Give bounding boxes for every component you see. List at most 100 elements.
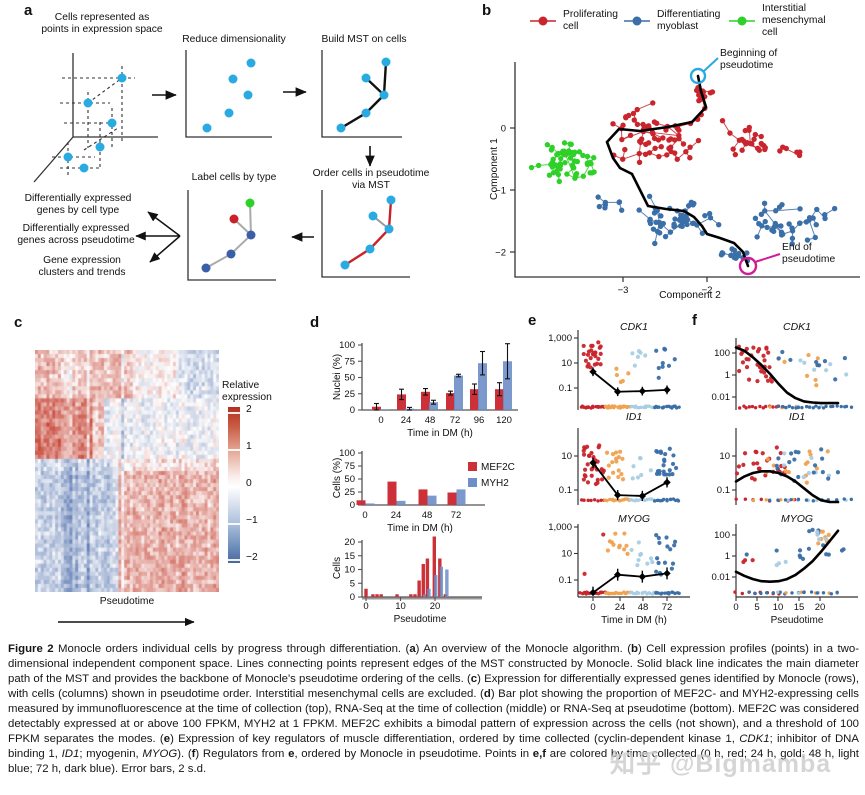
scatter-point (775, 466, 780, 471)
gene-title: ID1 (626, 411, 642, 423)
scatter-point (625, 551, 630, 556)
rug-point (849, 497, 854, 502)
bar-red (470, 389, 479, 410)
tick-label: 20 (344, 537, 355, 548)
scatter-point (751, 461, 756, 466)
cell-point (773, 222, 780, 229)
scatter-point (820, 456, 825, 461)
legend-swatch-myh2 (468, 478, 477, 487)
gene-title: MYOG (618, 513, 650, 525)
scatter-point (636, 540, 641, 545)
labeled-edges (205, 202, 253, 269)
scatter-point (757, 466, 762, 471)
scatter-point (751, 345, 756, 350)
tick-label: 10 (561, 451, 572, 462)
caption-segment: ID1 (61, 747, 80, 760)
tick-label: 10 (344, 565, 355, 576)
cell-point (756, 147, 762, 153)
watermark: 知乎 @Bigmamba (610, 750, 832, 778)
scatter-point (792, 457, 797, 462)
bar-blue (365, 503, 375, 505)
rug-point (589, 498, 593, 503)
ordered-points (340, 195, 396, 270)
scatter-point (781, 463, 787, 468)
heatmap-x-label: Pseudotime (99, 596, 155, 607)
scatter-point (769, 379, 774, 384)
step-order-label: Order cells in pseudotime via MST (312, 168, 430, 192)
scatter-point (657, 540, 662, 545)
tick-label: 1 (725, 551, 730, 562)
cell-point-layer (528, 85, 838, 264)
scatter-point (654, 569, 659, 574)
scatter-point (656, 375, 661, 380)
plot-axes (514, 62, 860, 278)
colorbar-tick-label: 1 (246, 441, 252, 452)
scatter-point (656, 535, 661, 541)
scatter-point (618, 379, 623, 385)
tick-label: 0 (590, 602, 595, 613)
annotation-end: End of pseudotime (782, 242, 836, 266)
panel-c: c Relative expression Pseudotime 2 1 0 −1 −2 (0, 310, 300, 640)
trend-line (592, 462, 668, 497)
rug-point (613, 404, 617, 408)
tick-label: 72 (451, 510, 462, 521)
panel-d-label: d (310, 314, 320, 331)
bar-red (356, 500, 366, 505)
rug-point (807, 405, 812, 409)
caption-segment: ) An overview of the Monocle algorithm. … (415, 643, 632, 655)
cell-point (758, 133, 764, 140)
scatter-point (815, 356, 820, 361)
tick-label: 1,000 (548, 333, 572, 344)
scatter-point (588, 356, 593, 361)
mst-edge (643, 131, 679, 137)
mst-edge (764, 210, 782, 233)
scatter-point (670, 472, 675, 477)
scatter-point (742, 558, 748, 563)
scatter-point (757, 347, 762, 352)
scatter-point (744, 357, 749, 362)
rug-point (771, 405, 775, 409)
scatter-point (583, 358, 589, 363)
step-label-label: Label cells by type (191, 172, 277, 183)
rug-point (734, 497, 738, 501)
tick-label: 120 (496, 415, 512, 426)
scatter-point (673, 465, 679, 471)
cell-point (546, 172, 553, 178)
scatter-point (586, 349, 592, 354)
scatter-point (671, 453, 676, 458)
cell-point (679, 212, 685, 219)
scatter-point (595, 477, 600, 483)
rug-point (660, 591, 664, 595)
scatter-point (842, 355, 847, 361)
scatter-point (635, 354, 641, 360)
pseudotime-edges (344, 199, 393, 267)
tick-label: 100 (339, 448, 355, 459)
output-clusters: Gene expression clusters and trends (38, 255, 126, 279)
scatter-point (586, 362, 591, 367)
cell-point (560, 151, 567, 158)
rug-point (790, 405, 795, 410)
tick-label: 100 (339, 340, 355, 351)
tick-label: 75 (344, 356, 355, 367)
scatter-point (765, 378, 771, 383)
cell-point (732, 151, 739, 158)
scatter-point (806, 546, 812, 551)
cell-point (762, 144, 768, 151)
scatter-point (582, 467, 588, 472)
cell-point (554, 151, 560, 158)
cell-point (595, 194, 601, 200)
hist-bar-red (409, 594, 413, 597)
bar-red (387, 481, 397, 505)
scatter-point (581, 351, 586, 357)
output-genes-by-type: Differentially expressed genes by cell t… (24, 193, 132, 217)
scatter-point (668, 547, 673, 552)
rug-point (662, 405, 666, 409)
step-cells-label: Cells represented as points in expressio… (41, 12, 163, 36)
scatter-point (776, 456, 781, 461)
cell-point (777, 148, 783, 154)
scatter-point (581, 477, 586, 482)
scatter-point (626, 371, 631, 376)
caption-segment: a (409, 643, 416, 655)
scatter-point (737, 368, 742, 374)
cell-point (664, 152, 670, 158)
